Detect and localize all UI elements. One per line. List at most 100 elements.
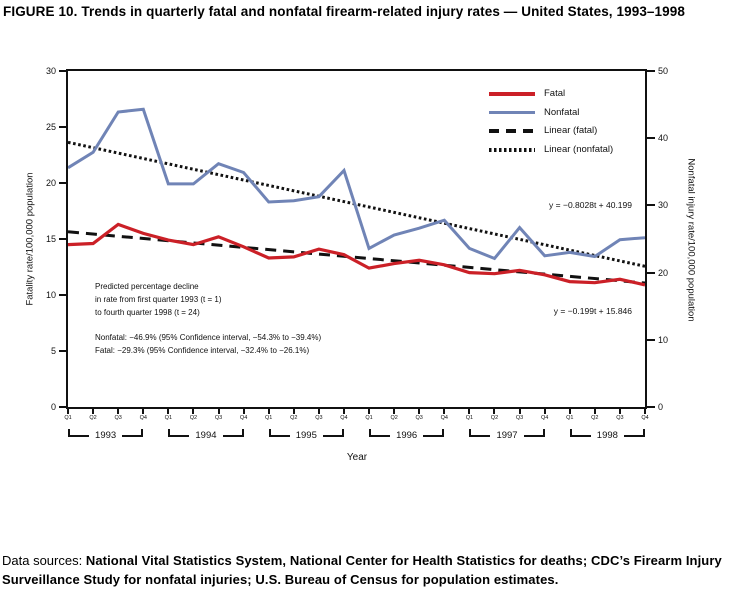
right-axis-tick bbox=[647, 204, 655, 207]
year-label: 1995 bbox=[289, 431, 323, 441]
x-axis-quarter-label: Q3 bbox=[415, 415, 423, 421]
x-axis-tick bbox=[117, 409, 120, 414]
left-axis-title: Fatality rate/100,000 population bbox=[24, 172, 36, 306]
x-axis-tick bbox=[267, 409, 270, 414]
year-bracket: 1997 bbox=[469, 429, 545, 441]
x-axis-tick bbox=[342, 409, 345, 414]
x-axis-tick bbox=[192, 409, 195, 414]
x-axis-tick bbox=[468, 409, 471, 414]
left-axis-tick-label: 10 bbox=[45, 290, 56, 300]
right-axis-tick bbox=[647, 406, 655, 408]
year-bracket: 1996 bbox=[369, 429, 445, 441]
x-axis-quarter-label: Q3 bbox=[114, 415, 122, 421]
x-axis-tick bbox=[67, 409, 69, 414]
legend-item-linear-fatal: Linear (fatal) bbox=[489, 122, 613, 141]
x-axis-quarter-label: Q2 bbox=[490, 415, 499, 421]
linear-nonfatal-swatch-icon bbox=[489, 148, 535, 152]
right-axis-tick bbox=[647, 70, 655, 72]
left-axis-tick-label: 30 bbox=[45, 66, 56, 76]
fatal-line-swatch-icon bbox=[489, 92, 535, 97]
x-axis-tick bbox=[593, 409, 596, 414]
x-axis-tick bbox=[443, 409, 446, 414]
note-spacer bbox=[95, 320, 321, 331]
x-axis-tick bbox=[142, 409, 145, 414]
x-axis-quarter-label: Q4 bbox=[641, 415, 649, 421]
legend-label: Linear (fatal) bbox=[544, 125, 598, 137]
left-axis-tick bbox=[59, 238, 67, 240]
x-axis-quarter-label: Q3 bbox=[214, 415, 223, 421]
x-axis-quarter-label: Q1 bbox=[365, 415, 373, 421]
year-label: 1996 bbox=[390, 431, 424, 441]
left-axis-tick bbox=[59, 294, 67, 296]
x-axis-tick bbox=[618, 409, 621, 414]
year-bracket: 1993 bbox=[68, 429, 144, 441]
x-axis-quarter-label: Q4 bbox=[239, 415, 248, 421]
left-axis-tick-label: 15 bbox=[45, 234, 56, 244]
x-axis-tick bbox=[368, 409, 371, 414]
right-axis-tick-label: 50 bbox=[658, 66, 669, 76]
legend-item-fatal: Fatal bbox=[489, 85, 613, 104]
left-axis-tick-label: 25 bbox=[45, 122, 56, 132]
x-axis-quarter-label: Q3 bbox=[315, 415, 323, 421]
note-stat-fatal: Fatal: −29.3% (95% Confidence interval, … bbox=[95, 345, 310, 355]
left-axis-tick bbox=[59, 70, 67, 72]
x-axis-quarter-label: Q3 bbox=[515, 415, 524, 421]
x-axis-tick bbox=[292, 409, 295, 414]
x-axis-quarter-label: Q1 bbox=[164, 415, 173, 421]
right-axis-tick bbox=[647, 137, 655, 140]
left-axis-tick bbox=[59, 126, 67, 128]
x-axis-quarter-label: Q1 bbox=[265, 415, 273, 421]
fatal-regression-equation: y = −0.199t + 15.846 bbox=[553, 306, 632, 316]
right-axis-tick bbox=[647, 271, 655, 274]
plot-canvas bbox=[68, 107, 645, 287]
left-axis-tick-label: 0 bbox=[50, 402, 56, 412]
left-axis-tick bbox=[59, 182, 67, 184]
left-axis-tick-label: 20 bbox=[45, 178, 56, 188]
x-axis-tick bbox=[543, 409, 546, 414]
right-axis-tick-label: 40 bbox=[658, 133, 669, 144]
x-axis-quarter-label: Q4 bbox=[139, 415, 147, 421]
linear-fatal-swatch-icon bbox=[489, 129, 535, 134]
legend-label: Fatal bbox=[544, 88, 566, 100]
x-axis-quarter-label: Q4 bbox=[540, 415, 549, 421]
x-axis-tick bbox=[568, 409, 571, 414]
plot-frame bbox=[66, 69, 647, 409]
x-axis-title: Year bbox=[346, 452, 368, 463]
right-axis-tick-label: 0 bbox=[658, 402, 664, 412]
x-axis-quarter-label: Q2 bbox=[390, 415, 398, 421]
data-sources-note: Data sources: National Vital Statistics … bbox=[2, 552, 747, 589]
x-axis-tick bbox=[493, 409, 496, 414]
year-bracket: 1994 bbox=[168, 429, 244, 441]
nonfatal-series-line bbox=[68, 107, 645, 261]
x-axis-tick bbox=[518, 409, 521, 414]
x-axis-quarter-label: Q2 bbox=[290, 415, 298, 421]
legend-item-linear-nonfatal: Linear (nonfatal) bbox=[489, 141, 613, 160]
x-axis-tick bbox=[242, 409, 245, 414]
nonfatal-line-swatch-icon bbox=[489, 111, 535, 115]
x-axis-tick bbox=[644, 409, 646, 414]
right-axis-tick-label: 30 bbox=[658, 200, 669, 211]
right-axis-tick-label: 20 bbox=[658, 267, 669, 278]
x-axis-quarter-label: Q2 bbox=[89, 415, 97, 421]
fatal-series-line bbox=[68, 222, 645, 287]
data-sources-lead: Data sources: bbox=[2, 553, 83, 568]
left-axis-tick bbox=[59, 350, 67, 352]
x-axis-quarter-label: Q2 bbox=[189, 415, 198, 421]
left-axis-tick bbox=[59, 406, 67, 408]
note-stat-nonfatal: Nonfatal: −46.9% (95% Confidence interva… bbox=[95, 332, 322, 342]
x-axis-tick bbox=[317, 409, 320, 414]
year-bracket: 1998 bbox=[569, 429, 645, 441]
left-axis-tick-label: 5 bbox=[50, 346, 56, 356]
x-axis-quarter-label: Q4 bbox=[440, 415, 448, 421]
x-axis-quarter-label: Q2 bbox=[591, 415, 599, 421]
year-label: 1997 bbox=[490, 431, 524, 441]
x-axis-tick bbox=[92, 409, 95, 414]
legend-item-nonfatal: Nonfatal bbox=[489, 104, 613, 123]
x-axis-quarter-label: Q4 bbox=[340, 415, 348, 421]
predicted-decline-note: Predicted percentage decline in rate fro… bbox=[95, 280, 321, 357]
year-bracket: 1995 bbox=[268, 429, 344, 441]
legend-label: Linear (nonfatal) bbox=[544, 143, 614, 155]
right-axis-title: Nonfatal injury rate/100,000 population bbox=[685, 158, 697, 322]
right-axis-tick-label: 10 bbox=[658, 334, 669, 345]
